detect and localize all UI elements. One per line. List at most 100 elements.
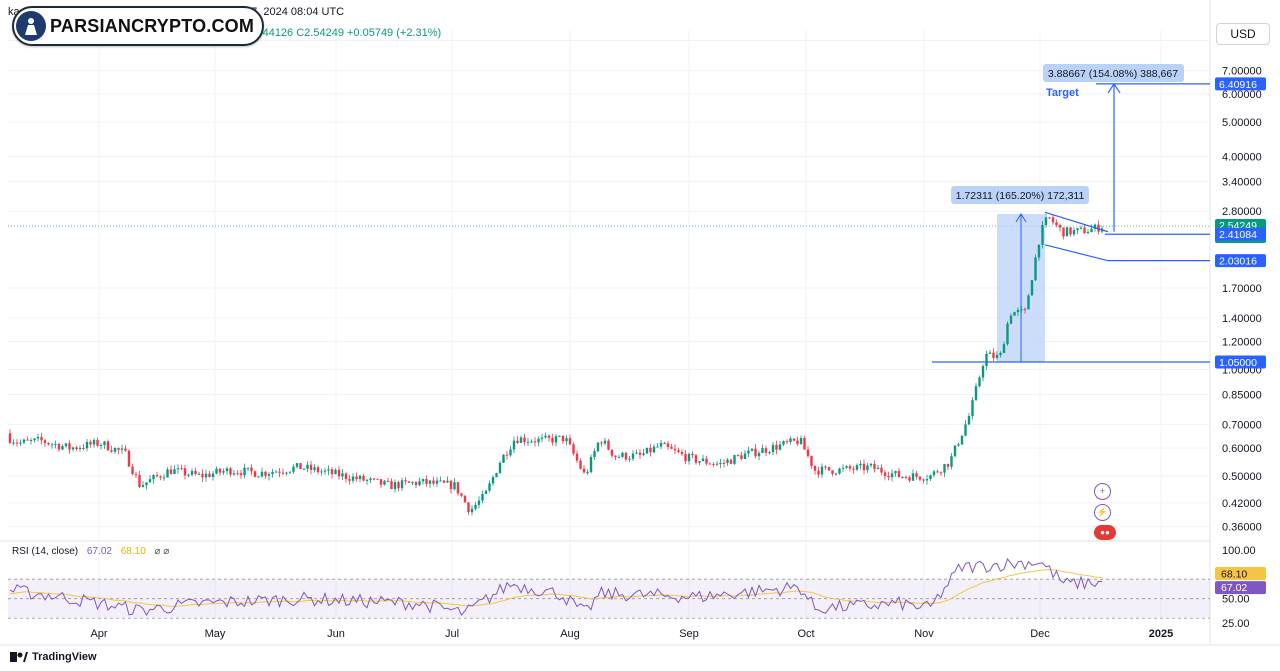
candle-body: [624, 452, 628, 460]
candle-body: [57, 443, 61, 450]
candle-body: [740, 455, 743, 459]
candle-body: [600, 442, 603, 444]
candle-body: [803, 438, 806, 450]
candle-body: [505, 454, 509, 456]
candle-body: [218, 468, 222, 473]
price-tick-label: 0.36000: [1222, 522, 1262, 534]
rsi-value-bg: [1215, 581, 1266, 595]
candle-body: [110, 450, 113, 452]
candle-body: [334, 469, 337, 475]
candle-body: [285, 472, 288, 474]
rsi-tick-label: 50.00: [1222, 594, 1250, 606]
candle-body: [593, 451, 596, 457]
candle-body: [642, 453, 645, 455]
time-tick-label: Oct: [797, 628, 814, 640]
footer: TradingView: [10, 651, 97, 663]
tradingview-logo-icon: [10, 652, 28, 662]
price-label: 2.03016: [1215, 254, 1266, 268]
candle-body: [222, 471, 225, 473]
candle-body: [547, 435, 551, 438]
candle-body: [250, 467, 253, 472]
measure-label-2: 3.88667 (154.08%) 388,667: [1043, 64, 1184, 82]
candle-body: [82, 447, 85, 449]
candle-body: [820, 466, 824, 475]
candle-body: [498, 462, 502, 473]
plus-icon[interactable]: +: [1094, 483, 1111, 500]
candle-body: [50, 444, 54, 446]
lightning-icon[interactable]: ⚡: [1094, 504, 1111, 521]
candle-body: [320, 471, 323, 473]
candle-body: [782, 441, 785, 445]
candle-body: [180, 468, 183, 470]
candle-body: [302, 468, 306, 470]
time-axis: Apr May Jun Jul Aug Sep Oct Nov Dec 2025: [90, 628, 1173, 640]
candle-body: [145, 482, 148, 486]
currency-button[interactable]: USD: [1216, 23, 1270, 45]
candle-body: [432, 480, 435, 484]
candle-body: [187, 474, 190, 476]
measure-label-2-bg: [1043, 64, 1184, 82]
candle-body: [274, 471, 278, 473]
candle-body: [831, 470, 834, 474]
time-tick-label: Apr: [90, 628, 107, 640]
rsi-ma-value-label: 68.10: [1215, 567, 1266, 581]
candle-body: [78, 447, 82, 449]
candle-body: [159, 476, 162, 478]
candle-body: [397, 482, 400, 489]
price-label: 2.41084: [1215, 227, 1266, 241]
candle-body: [936, 471, 939, 473]
candle-body: [295, 463, 299, 467]
candle-body: [411, 482, 414, 484]
candle-body: [344, 473, 348, 480]
price-tick-label: 1.40000: [1222, 313, 1262, 325]
rsi-legend-icons[interactable]: ⌀ ⌀: [154, 546, 170, 557]
drawings-layer: 1.72311 (165.20%) 172,311 3.88667 (154.08…: [932, 64, 1210, 363]
candle-body: [246, 467, 250, 469]
candle-body: [474, 504, 477, 509]
logo-icon: [16, 11, 46, 41]
candle-body: [386, 480, 390, 482]
candle-body: [173, 469, 176, 474]
candle-body: [75, 447, 78, 449]
candle-body: [1023, 309, 1027, 311]
candle-body: [617, 456, 621, 458]
flag-icon[interactable]: ●●: [1094, 525, 1116, 540]
candle-body: [761, 448, 764, 454]
candle-body: [68, 443, 71, 450]
candle-body: [533, 441, 537, 443]
candle-body: [915, 473, 918, 477]
candle-body: [785, 441, 789, 443]
candle-body: [985, 353, 988, 367]
candle-body: [673, 448, 677, 451]
candle-body: [897, 470, 901, 478]
time-tick-label: Sep: [679, 628, 699, 640]
candle-body: [995, 354, 999, 358]
candle-body: [540, 437, 544, 439]
candle-body: [306, 464, 309, 469]
candle-body: [565, 438, 568, 442]
candle-body: [1037, 244, 1041, 258]
candle-body: [152, 474, 155, 480]
candle-body: [253, 471, 257, 477]
candle-body: [701, 458, 705, 462]
candle-body: [645, 447, 649, 454]
candle-body: [414, 482, 418, 486]
candle-body: [880, 467, 883, 473]
candle-body: [1069, 227, 1072, 235]
candle-body: [519, 437, 523, 443]
candle-body: [1072, 230, 1076, 235]
candle-body: [579, 460, 582, 469]
candle-body: [789, 438, 792, 443]
candle-body: [628, 458, 631, 460]
rsi-value-text: 67.02: [1221, 582, 1247, 594]
price-tick-label: 0.50000: [1222, 471, 1262, 483]
candle-body: [848, 466, 852, 469]
candle-body: [176, 468, 180, 470]
candle-body: [817, 470, 820, 475]
rsi-ma-line: [9, 568, 1103, 607]
candle-body: [1097, 224, 1100, 232]
candle-body: [33, 438, 36, 440]
price-label-bg: [1215, 355, 1266, 369]
